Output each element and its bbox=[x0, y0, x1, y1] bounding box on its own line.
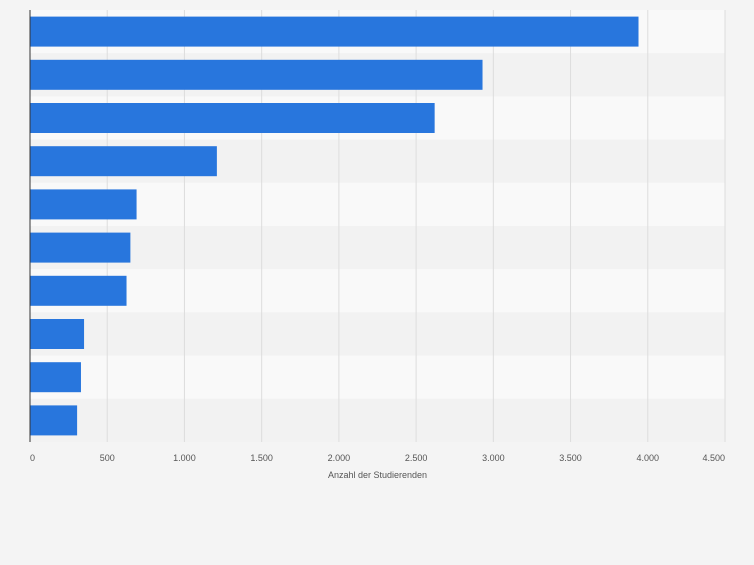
row-band bbox=[30, 312, 725, 356]
bars bbox=[30, 16, 639, 436]
x-tick-label: 4.500 bbox=[702, 453, 725, 463]
x-axis-title: Anzahl der Studierenden bbox=[328, 470, 427, 480]
x-tick-label: 500 bbox=[100, 453, 115, 463]
bar[interactable] bbox=[30, 319, 85, 349]
x-tick-label: 4.000 bbox=[637, 453, 660, 463]
bar[interactable] bbox=[30, 362, 81, 393]
x-tick-label: 0 bbox=[30, 453, 35, 463]
bar[interactable] bbox=[30, 146, 217, 177]
bar[interactable] bbox=[30, 16, 639, 47]
bar[interactable] bbox=[30, 189, 137, 220]
row-band bbox=[30, 182, 725, 226]
bar[interactable] bbox=[30, 232, 131, 263]
x-tick-label: 2.000 bbox=[328, 453, 351, 463]
bar[interactable] bbox=[30, 405, 78, 436]
gridlines bbox=[106, 10, 726, 442]
x-tick-label: 3.500 bbox=[559, 453, 582, 463]
x-axis-tick-labels: 0 500 1.000 1.500 2.000 2.500 3.000 3.500 4.000 4… bbox=[30, 453, 725, 463]
row-band bbox=[30, 226, 725, 270]
bar[interactable] bbox=[30, 59, 483, 90]
bar[interactable] bbox=[30, 103, 435, 133]
x-tick-label: 1.000 bbox=[173, 453, 196, 463]
row-band bbox=[30, 355, 725, 399]
x-tick-label: 1.500 bbox=[250, 453, 273, 463]
row-band bbox=[30, 269, 725, 313]
x-tick-label: 2.500 bbox=[405, 453, 428, 463]
row-band bbox=[30, 398, 725, 442]
bar[interactable] bbox=[30, 275, 127, 306]
x-tick-label: 3.000 bbox=[482, 453, 505, 463]
